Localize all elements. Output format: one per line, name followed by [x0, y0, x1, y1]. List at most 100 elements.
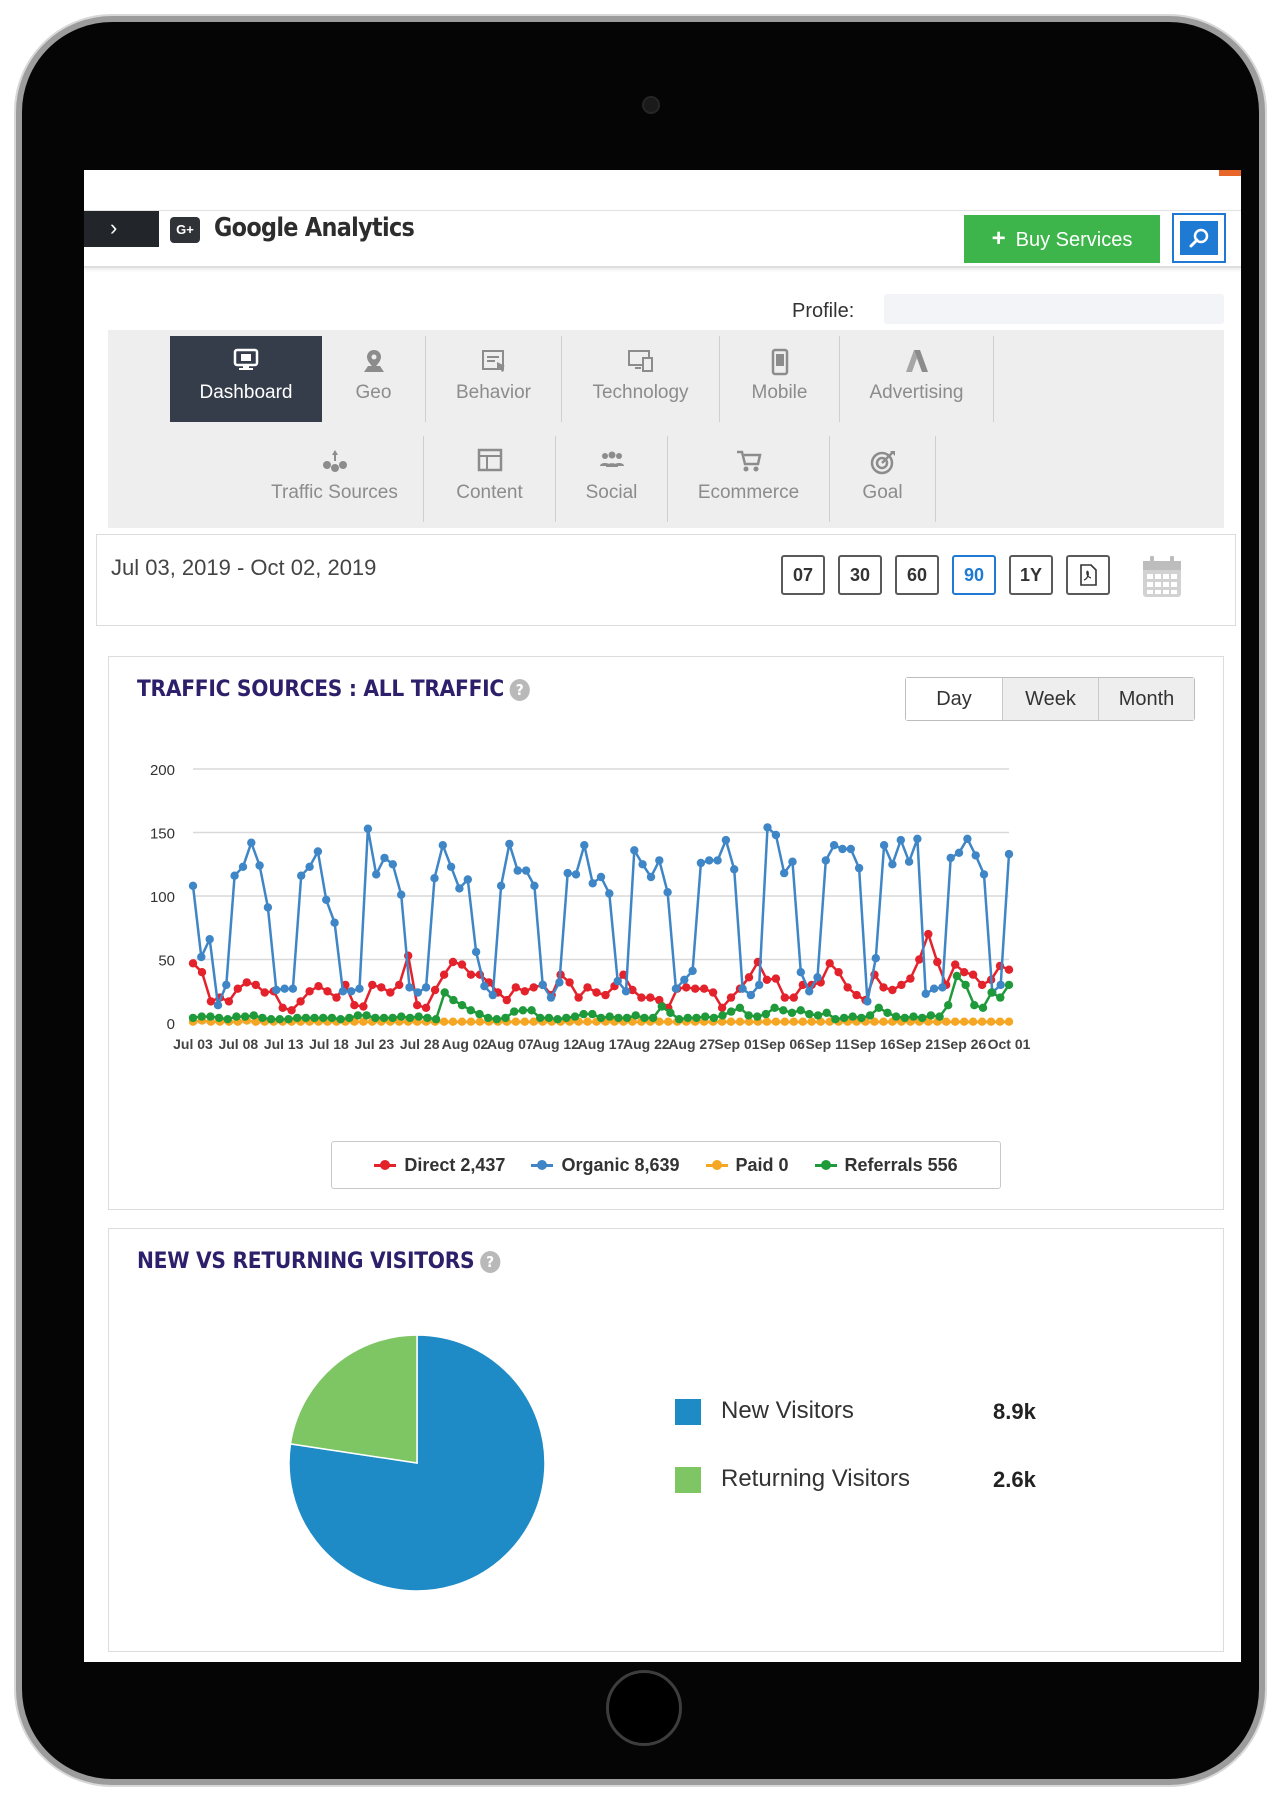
period-toggle: Day Week Month	[905, 677, 1195, 721]
tab-advertising[interactable]: Advertising	[840, 336, 994, 422]
point-organic	[796, 968, 805, 977]
point-referrals	[666, 1008, 675, 1017]
point-direct	[744, 973, 754, 982]
date-range-text[interactable]: Jul 03, 2019 - Oct 02, 2019	[111, 555, 377, 580]
point-referrals	[423, 1013, 432, 1023]
point-referrals	[631, 1011, 640, 1020]
point-direct	[933, 957, 942, 967]
profile-selector[interactable]	[884, 294, 1224, 324]
x-tick-label: Sep 21	[896, 1036, 941, 1052]
tab-technology[interactable]: Technology	[562, 336, 720, 422]
point-referrals	[527, 1006, 536, 1015]
point-direct	[906, 974, 915, 983]
point-direct	[682, 983, 691, 992]
point-referrals	[952, 971, 962, 981]
point-referrals	[718, 1011, 727, 1020]
pdf-export-button[interactable]	[1066, 555, 1110, 595]
x-tick-label: Sep 06	[760, 1036, 805, 1052]
point-organic	[505, 839, 514, 849]
legend-direct[interactable]: Direct 2,437	[374, 1155, 505, 1176]
help-icon[interactable]: ?	[479, 1251, 501, 1273]
point-direct	[529, 983, 538, 992]
tab-behavior[interactable]: Behavior	[426, 336, 562, 422]
period-week-button[interactable]: Week	[1002, 678, 1098, 720]
point-direct	[314, 982, 323, 991]
tab-social[interactable]: Social	[556, 436, 668, 522]
visitors-panel: NEW VS RETURNING VISITORS? New Visitors …	[108, 1228, 1224, 1652]
legend-organic[interactable]: Organic 8,639	[531, 1155, 680, 1176]
point-referrals	[900, 1013, 909, 1023]
point-direct	[592, 988, 601, 997]
tab-label: Content	[456, 482, 523, 503]
range-30-button[interactable]: 30	[838, 555, 882, 595]
tab-label: Advertising	[869, 382, 964, 403]
period-day-button[interactable]: Day	[906, 678, 1002, 720]
y-tick-label: 50	[158, 953, 175, 970]
help-icon[interactable]: ?	[509, 679, 530, 701]
point-organic	[871, 954, 880, 963]
monitor-icon	[170, 348, 322, 382]
buy-services-button[interactable]: + Buy Services	[964, 215, 1160, 263]
tab-goal[interactable]: Goal	[830, 436, 936, 522]
home-button[interactable]	[606, 1670, 682, 1746]
pie-slice-returning-visitors[interactable]	[289, 1334, 418, 1464]
tab-geo[interactable]: Geo	[322, 336, 426, 422]
point-direct	[655, 995, 664, 1005]
point-direct	[260, 988, 269, 997]
point-referrals	[744, 1011, 753, 1020]
tab-mobile[interactable]: Mobile	[720, 336, 840, 422]
x-tick-label: Jul 13	[264, 1036, 304, 1052]
calendar-icon[interactable]	[1141, 555, 1183, 599]
range-7-button[interactable]: 07	[781, 555, 825, 595]
pie-slice-new-visitors[interactable]	[288, 1334, 546, 1592]
point-referrals	[310, 1013, 319, 1023]
point-organic	[821, 856, 830, 865]
tab-ecommerce[interactable]: Ecommerce	[668, 436, 830, 522]
point-referrals	[405, 1013, 415, 1023]
point-referrals	[857, 1013, 866, 1023]
point-organic	[347, 987, 356, 996]
point-paid	[879, 1017, 888, 1026]
tab-label: Geo	[355, 382, 392, 403]
point-organic	[671, 984, 681, 993]
legend-referrals[interactable]: Referrals 556	[814, 1155, 958, 1176]
range-60-button[interactable]: 60	[895, 555, 939, 595]
map-pin-icon	[322, 348, 425, 382]
point-direct	[368, 980, 377, 990]
point-organic	[788, 857, 797, 866]
period-month-button[interactable]: Month	[1098, 678, 1194, 720]
tab-label: Ecommerce	[697, 482, 800, 503]
point-direct	[448, 957, 458, 967]
point-paid	[816, 1017, 825, 1026]
range-90-button[interactable]: 90	[952, 555, 996, 595]
report-nav: Dashboard Geo Behavior Technology	[108, 330, 1224, 528]
devices-icon	[562, 348, 719, 382]
x-tick-label: Sep 11	[805, 1036, 850, 1052]
tab-traffic-sources[interactable]: Traffic Sources	[246, 436, 424, 522]
x-tick-label: Jul 23	[354, 1036, 394, 1052]
point-referrals	[475, 1009, 484, 1019]
tab-dashboard[interactable]: Dashboard	[170, 336, 322, 422]
point-paid	[924, 1017, 933, 1026]
tab-content[interactable]: Content	[424, 436, 556, 522]
legend-paid[interactable]: Paid 0	[705, 1155, 789, 1176]
point-direct	[628, 985, 637, 995]
point-referrals	[805, 1009, 814, 1019]
point-organic	[638, 860, 647, 869]
legend-marker	[705, 1159, 728, 1170]
plus-icon: +	[991, 225, 1006, 252]
point-referrals	[449, 995, 458, 1005]
search-button[interactable]	[1172, 213, 1226, 263]
point-referrals	[987, 988, 996, 997]
top-strip	[84, 170, 1241, 214]
sidebar-toggle-button[interactable]: ›	[84, 211, 159, 247]
point-paid	[870, 1017, 879, 1026]
point-organic	[297, 871, 306, 880]
point-direct	[413, 1001, 422, 1010]
point-referrals	[727, 1007, 736, 1016]
point-organic	[355, 984, 364, 993]
range-1y-button[interactable]: 1Y	[1009, 555, 1053, 595]
point-organic	[222, 980, 231, 990]
point-direct	[583, 983, 592, 992]
y-tick-label: 100	[150, 889, 175, 906]
